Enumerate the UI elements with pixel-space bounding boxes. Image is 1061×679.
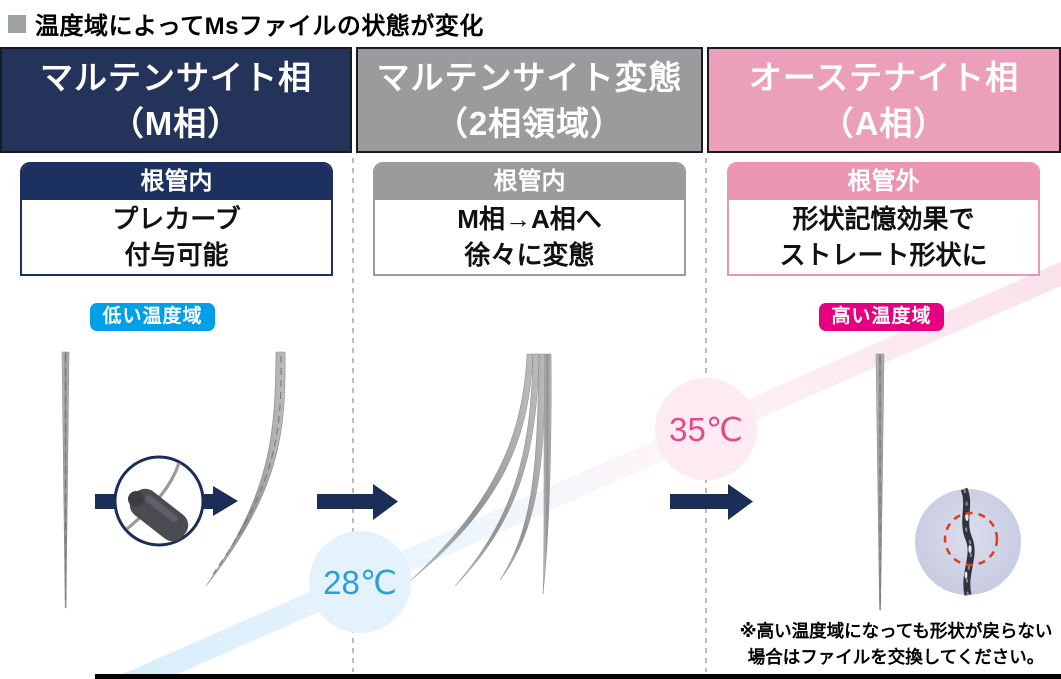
info-card-body: プレカーブ 付与可能 — [22, 200, 331, 274]
phase-header-martensite: マルテンサイト相 （M相） — [0, 47, 352, 153]
phase-header-line: オーステナイト相 — [748, 59, 1020, 96]
low-temperature-badge: 低い温度域 — [90, 303, 215, 331]
file-photo-inset-icon — [915, 487, 1021, 596]
info-card-text: プレカーブ — [112, 204, 241, 234]
straight-file-illustration-left — [61, 351, 70, 609]
replacement-note-line: ※高い温度域になっても形状が戻らない — [739, 621, 1053, 641]
right-arrow-icon — [670, 484, 753, 520]
info-card-martensite: 根管内 プレカーブ 付与可能 — [20, 162, 333, 276]
phase-header-transformation: マルテンサイト変態 （2相領域） — [356, 47, 703, 153]
temp-35c-label: 35℃ — [669, 410, 743, 448]
info-card-body: M相→A相へ 徐々に変態 — [375, 200, 684, 274]
title-bullet-icon — [8, 14, 26, 33]
info-card-text: 徐々に変態 — [464, 240, 595, 270]
info-card-text: ストレート形状に — [779, 240, 988, 270]
title-row: 温度域によってMsファイルの状態が変化 — [8, 6, 484, 41]
temp-35c-circle: 35℃ — [655, 378, 757, 480]
baseline-bar — [95, 674, 1061, 679]
replacement-note-line: 場合はファイルを交換してください。 — [747, 647, 1045, 668]
column-separator-1 — [352, 158, 354, 672]
info-card-body: 形状記憶効果で ストレート形状に — [729, 200, 1038, 274]
location-tag: 根管内 — [22, 164, 331, 200]
phase-header-austenite: オーステナイト相 （A相） — [707, 47, 1061, 153]
straight-file-illustration-right — [875, 353, 885, 611]
info-card-austenite: 根管外 形状記憶効果で ストレート形状に — [727, 162, 1040, 276]
temp-28c-label: 28℃ — [323, 563, 397, 601]
phase-header-line: （M相） — [110, 105, 242, 142]
location-tag: 根管外 — [729, 164, 1038, 200]
info-card-text: 付与可能 — [124, 240, 229, 270]
temp-28c-circle: 28℃ — [309, 531, 411, 633]
phase-header-line: マルテンサイト相 — [40, 59, 312, 96]
info-card-text: 形状記憶効果で — [792, 204, 975, 234]
bending-tool-magnifier-icon — [113, 455, 205, 547]
location-tag: 根管内 — [375, 164, 684, 200]
replacement-note: ※高い温度域になっても形状が戻らない 場合はファイルを交換してください。 — [735, 618, 1057, 671]
transforming-files-fan-illustration — [410, 353, 552, 595]
phase-header-line: （2相領域） — [434, 105, 625, 142]
phase-header-line: （A相） — [820, 105, 948, 142]
page-title: 温度域によってMsファイルの状態が変化 — [35, 13, 484, 40]
phase-header-line: マルテンサイト変態 — [376, 59, 683, 96]
curved-file-illustration — [205, 351, 286, 587]
right-arrow-icon — [317, 484, 398, 520]
info-card-text: M相→A相へ — [457, 204, 602, 234]
info-card-transformation: 根管内 M相→A相へ 徐々に変態 — [373, 162, 686, 276]
high-temperature-badge: 高い温度域 — [819, 303, 944, 331]
